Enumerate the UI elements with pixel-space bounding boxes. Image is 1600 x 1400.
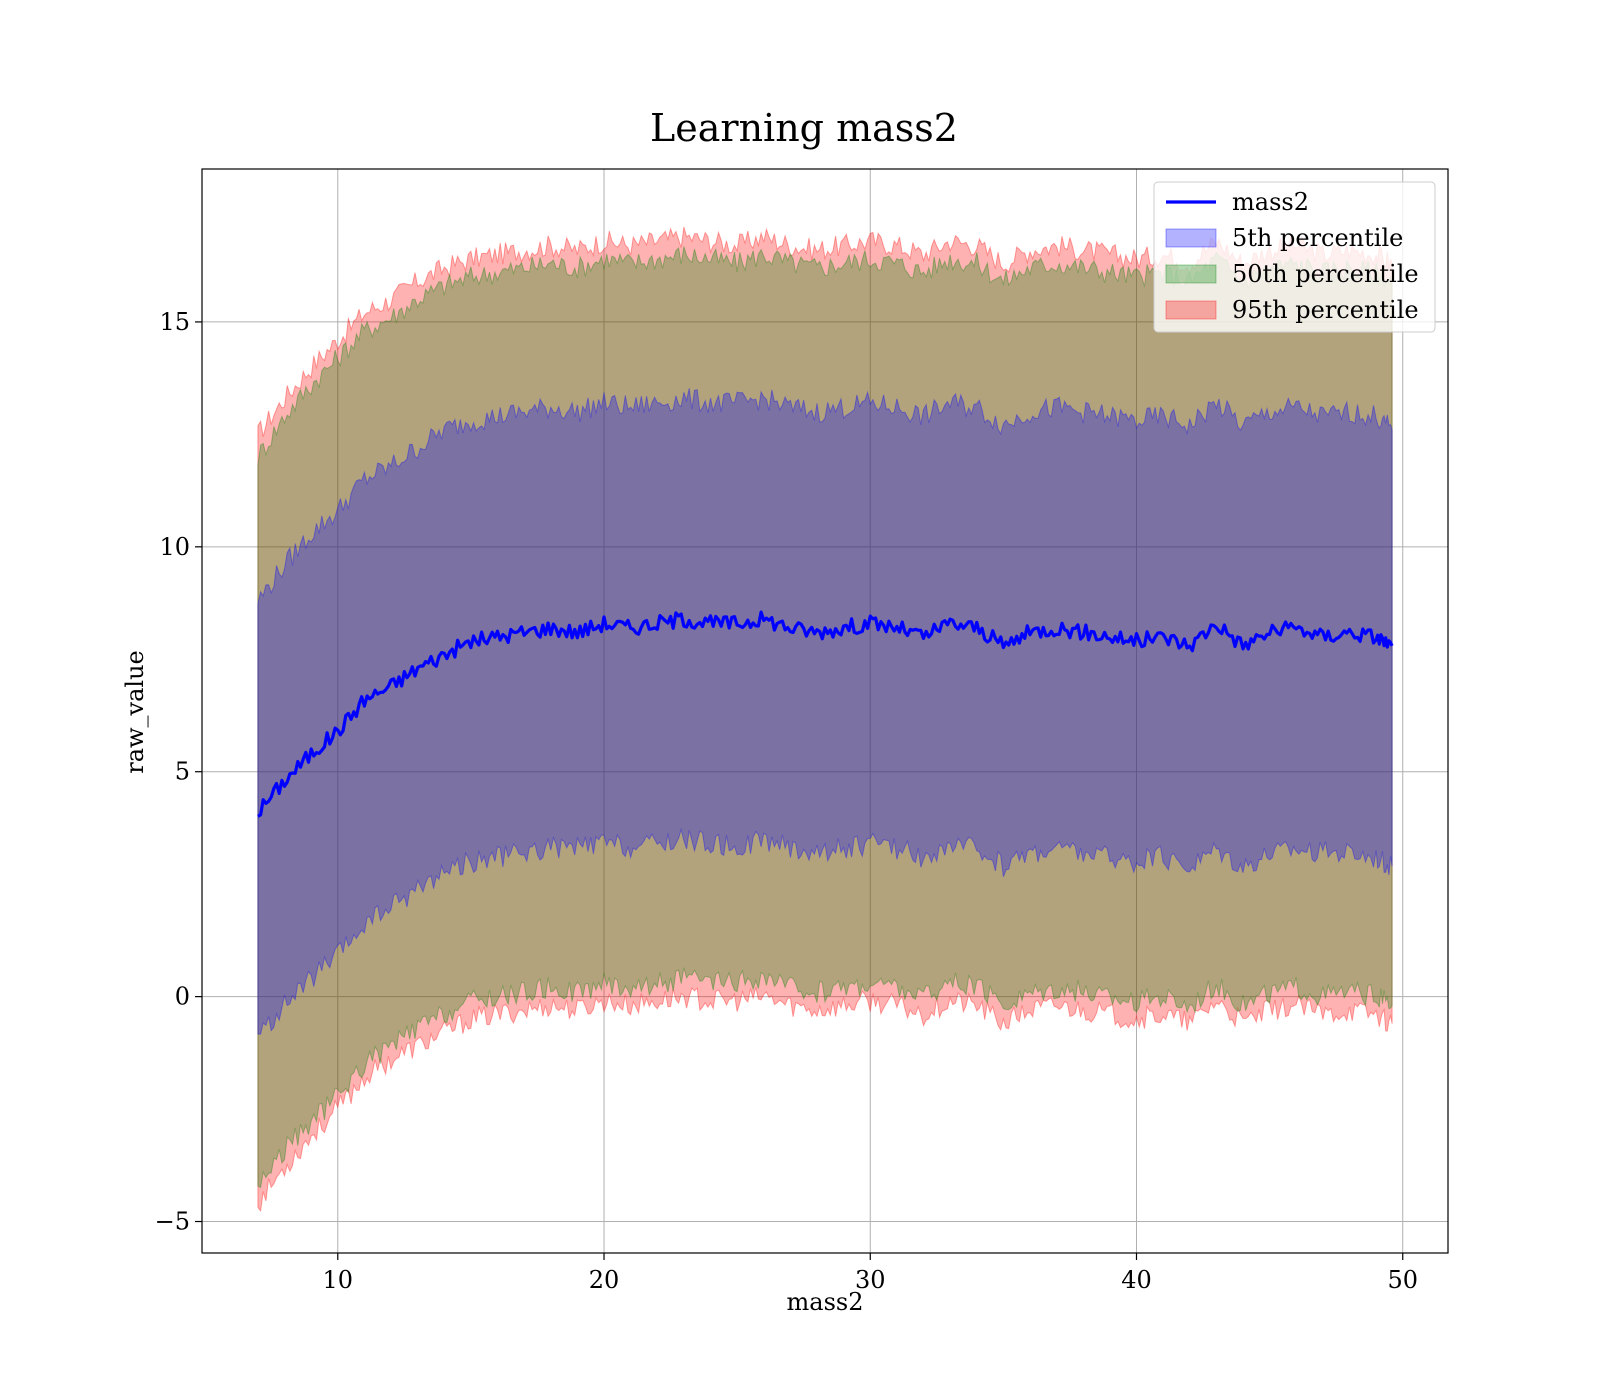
y-tick-label: 5 [175,758,190,786]
x-tick-label: 40 [1121,1266,1152,1294]
x-tick-label: 20 [589,1266,620,1294]
y-tick-label: 15 [159,308,190,336]
legend-box [1153,181,1436,333]
percentile-bands [257,226,1393,1213]
x-tick-label: 30 [855,1266,886,1294]
band-95th-percentile [257,226,1393,1213]
band-5th-percentile [257,388,1393,1035]
y-tick-label: −5 [155,1208,190,1236]
band-50th-percentile [257,246,1393,1189]
y-tick-label: 0 [175,983,190,1011]
legend-band-swatch [1165,264,1217,284]
series-lines [257,610,1394,818]
legend-label: 5th percentile [1232,224,1403,252]
legend: mass2 5th percentile 50th percentile 95th p… [1153,181,1436,333]
y-tick-label: 10 [159,533,190,561]
x-tick-label: 10 [323,1266,354,1294]
series-line-mass2 [257,610,1394,818]
x-axis-label: mass2 [787,1288,864,1316]
x-tick-label: 50 [1387,1266,1418,1294]
plot-area: 10 20 30 40 50 −5 0 5 10 15 [155,168,1449,1294]
y-axis-label: raw_value [121,650,149,774]
legend-label: 95th percentile [1232,296,1419,324]
legend-band-swatch [1165,228,1217,248]
axes-frame [201,168,1449,1254]
legend-band-swatch [1165,300,1217,320]
legend-label: 50th percentile [1232,260,1419,288]
legend-label: mass2 [1232,188,1309,216]
chart-title: Learning mass2 [650,106,958,150]
ticks: 10 20 30 40 50 −5 0 5 10 15 [155,308,1418,1294]
